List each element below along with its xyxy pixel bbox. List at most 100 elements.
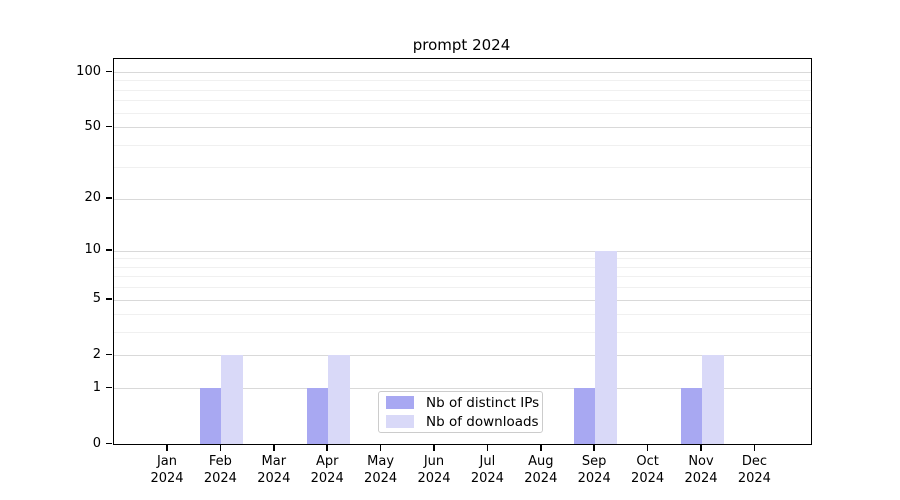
x-tick-mark (700, 444, 702, 451)
x-tick-month: Oct (636, 454, 659, 469)
legend-swatch-downloads (386, 415, 414, 428)
x-tick-mark (166, 444, 168, 451)
x-tick-year: 2024 (737, 471, 771, 486)
legend-label-downloads: Nb of downloads (426, 413, 539, 430)
x-tick-year: 2024 (257, 471, 291, 486)
x-tick-year: 2024 (203, 471, 237, 486)
x-tick-mark (433, 444, 435, 451)
bar-nov-distinct-ips (680, 388, 702, 444)
minor-gridline (114, 287, 811, 289)
bar-apr-distinct-ips (306, 388, 329, 444)
legend-label-distinct-ips: Nb of distinct IPs (426, 394, 540, 411)
y-tick-label: 1 (92, 379, 101, 395)
major-gridline (114, 250, 811, 252)
x-tick-mark (273, 444, 275, 451)
y-tick-label: 5 (92, 291, 101, 307)
x-tick-label-feb: Feb 2024 (190, 453, 250, 487)
x-tick-label-aug: Aug 2024 (511, 453, 571, 487)
minor-gridline (114, 332, 811, 334)
y-tick-label: 100 (76, 63, 101, 79)
x-tick-year: 2024 (684, 471, 718, 486)
x-tick-month: Jul (479, 454, 496, 469)
y-tick-mark (106, 298, 112, 300)
minor-gridline (114, 266, 811, 268)
y-tick-mark (106, 125, 112, 128)
x-tick-year: 2024 (364, 471, 398, 486)
y-tick-mark (106, 442, 112, 444)
y-tick-label: 2 (92, 346, 101, 362)
minor-gridline (114, 314, 811, 316)
bar-nov-downloads (702, 355, 724, 444)
x-tick-label-apr: Apr 2024 (297, 453, 357, 487)
minor-gridline (114, 100, 811, 102)
major-gridline (114, 388, 811, 390)
x-tick-year: 2024 (310, 471, 344, 486)
minor-gridline (114, 276, 811, 278)
x-tick-month: Sep (581, 454, 607, 469)
x-tick-label-mar: Mar 2024 (244, 453, 304, 487)
x-tick-mark (593, 444, 595, 451)
legend-entry-downloads: Nb of downloads (386, 414, 539, 430)
major-gridline (114, 355, 811, 357)
minor-gridline (114, 80, 811, 82)
x-tick-label-jul: Jul 2024 (457, 453, 517, 487)
chart-title: prompt 2024 (412, 36, 511, 54)
y-tick-label: 50 (84, 118, 101, 134)
x-tick-mark (326, 444, 328, 451)
x-tick-year: 2024 (150, 471, 184, 486)
x-tick-label-jun: Jun 2024 (404, 453, 464, 487)
y-tick-mark (106, 386, 112, 389)
x-tick-mark (646, 444, 649, 451)
legend: Nb of distinct IPs Nb of downloads (378, 391, 543, 433)
x-tick-year: 2024 (577, 471, 611, 486)
major-gridline (114, 127, 811, 129)
x-tick-label-oct: Oct 2024 (618, 453, 678, 487)
x-tick-month: Apr (315, 454, 339, 469)
y-tick-mark (106, 249, 112, 251)
y-tick-mark (106, 353, 112, 356)
minor-gridline (114, 167, 811, 169)
minor-gridline (114, 89, 811, 91)
x-tick-mark (379, 444, 382, 451)
bar-feb-downloads (221, 355, 243, 444)
x-tick-month: Jun (423, 454, 445, 469)
x-tick-month: Nov (688, 454, 714, 469)
plot-area (113, 58, 812, 445)
legend-swatch-distinct-ips (386, 396, 414, 409)
major-gridline (114, 72, 811, 73)
x-tick-month: Mar (261, 454, 287, 469)
x-tick-label-sep: Sep 2024 (564, 453, 624, 487)
bar-sep-downloads (595, 250, 617, 444)
x-tick-month: Aug (528, 454, 554, 469)
y-tick-label: 20 (84, 190, 101, 206)
x-tick-label-may: May 2024 (351, 453, 411, 487)
x-tick-label-jan: Jan 2024 (137, 453, 197, 487)
x-tick-month: Jan (156, 454, 178, 469)
y-tick-label: 0 (92, 435, 101, 451)
x-tick-label-nov: Nov 2024 (671, 453, 731, 487)
y-tick-mark (106, 70, 112, 72)
x-tick-mark (219, 444, 222, 451)
minor-gridline (114, 144, 811, 146)
y-tick-mark (106, 197, 112, 199)
x-tick-month: Feb (208, 454, 232, 469)
minor-gridline (114, 112, 811, 114)
y-tick-label: 10 (84, 242, 101, 258)
x-tick-label-dec: Dec 2024 (724, 453, 784, 487)
major-gridline (114, 299, 811, 301)
x-tick-month: May (367, 454, 395, 469)
x-tick-mark (540, 444, 542, 451)
x-tick-mark (486, 444, 489, 451)
bar-apr-downloads (328, 355, 350, 444)
x-tick-year: 2024 (524, 471, 558, 486)
x-tick-year: 2024 (470, 471, 504, 486)
bar-feb-distinct-ips (199, 388, 222, 444)
x-tick-month: Dec (741, 454, 767, 469)
x-tick-year: 2024 (417, 471, 451, 486)
x-tick-mark (753, 444, 756, 451)
major-gridline (114, 198, 811, 200)
x-tick-year: 2024 (631, 471, 665, 486)
minor-gridline (114, 258, 811, 260)
legend-entry-distinct-ips: Nb of distinct IPs (386, 395, 539, 411)
